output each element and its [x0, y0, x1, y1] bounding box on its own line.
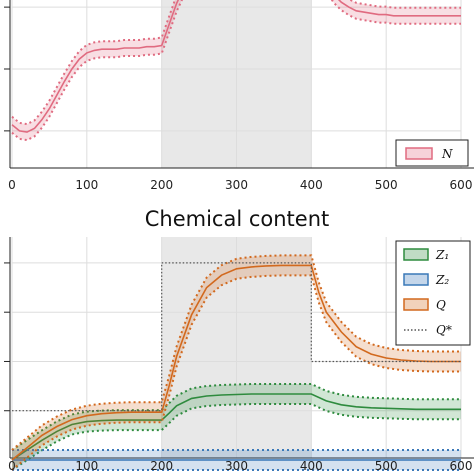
- legend-swatch: [403, 248, 429, 261]
- x-tick-label: 0: [8, 459, 16, 473]
- x-tick-label: 0: [8, 178, 16, 192]
- legend-label: Z₁: [435, 248, 449, 262]
- band-upper-0: [11, 0, 461, 126]
- band-lower-0: [11, 0, 461, 142]
- x-tick-label: 200: [150, 178, 173, 192]
- band-lower-2: [11, 274, 461, 471]
- x-tick-label: 500: [375, 178, 398, 192]
- band-2: [12, 255, 461, 470]
- bottom-panel: 0 100 200 300 400 500 600 Z₁ Z₂ Q Q*: [4, 237, 474, 473]
- legend-swatch: [403, 273, 429, 286]
- x-tick-label: 300: [225, 178, 248, 192]
- legend-label: Z₂: [435, 273, 449, 287]
- x-tick-label: 100: [75, 459, 98, 473]
- x-tick-label: 400: [300, 178, 323, 192]
- series-line-0: [11, 393, 461, 461]
- x-tick-label: 400: [300, 459, 323, 473]
- legend-label: Q*: [436, 323, 452, 337]
- x-tick-label: 600: [450, 459, 473, 473]
- x-tick-label: 300: [225, 459, 248, 473]
- series-line-3: [12, 262, 461, 412]
- chart-title-chemical-content: Chemical content: [145, 207, 330, 231]
- x-tick-label: 200: [150, 459, 173, 473]
- series-line-0: [11, 0, 461, 133]
- top-panel: 0 100 200 300 400 500 600 N: [4, 0, 474, 192]
- legend-box: [395, 240, 471, 346]
- band-upper-0: [11, 383, 461, 451]
- band-lower-0: [11, 403, 461, 471]
- legend-swatch: [405, 147, 433, 160]
- band-0: [12, 0, 461, 141]
- legend-label: Q: [436, 298, 446, 312]
- legend-label: N: [441, 147, 453, 161]
- x-tick-label: 600: [450, 178, 473, 192]
- legend-swatch: [403, 298, 429, 311]
- series-line-2: [11, 264, 461, 461]
- x-tick-label: 500: [375, 459, 398, 473]
- band-upper-2: [11, 254, 461, 451]
- x-tick-label: 100: [75, 178, 98, 192]
